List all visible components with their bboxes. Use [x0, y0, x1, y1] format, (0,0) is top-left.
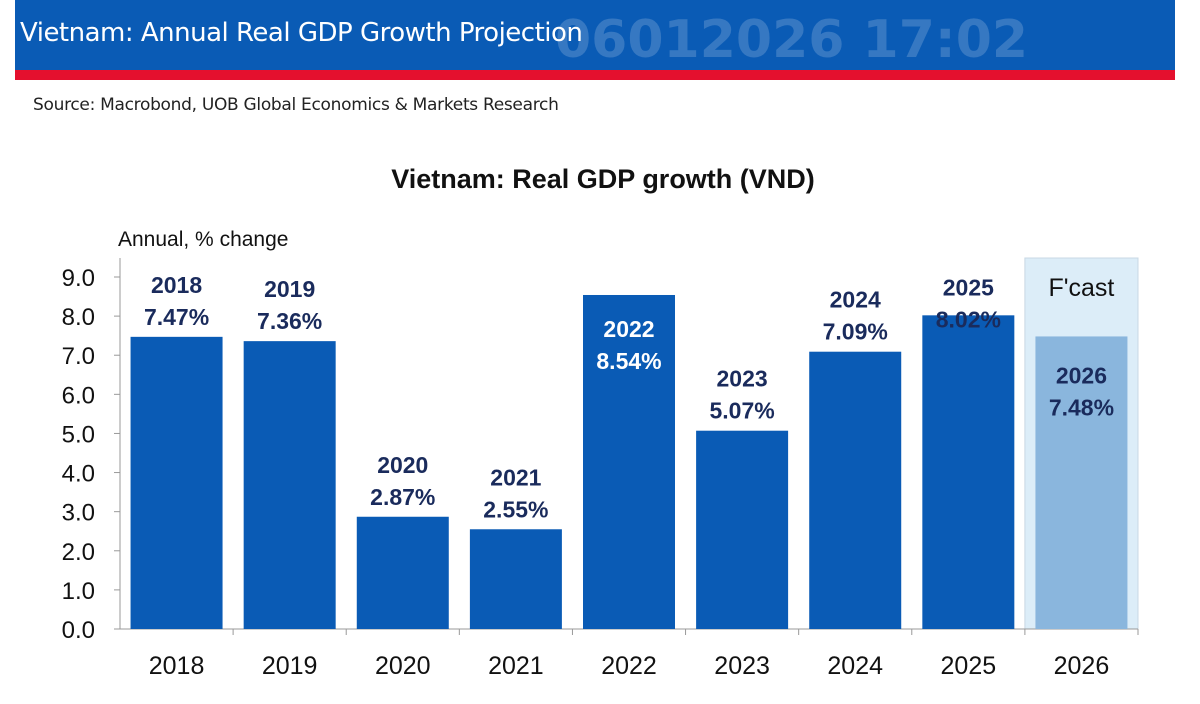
y-tick-label: 8.0 [62, 304, 95, 331]
data-label-year: 2019 [264, 276, 315, 302]
bar-2026 [1035, 336, 1128, 629]
x-tick-label: 2020 [375, 652, 431, 680]
data-label-year: 2023 [717, 366, 768, 392]
bar-2023 [696, 430, 789, 629]
y-tick-label: 2.0 [62, 539, 95, 566]
data-label-value: 8.54% [596, 348, 661, 374]
data-label-value: 2.55% [483, 496, 548, 522]
source-note: Source: Macrobond, UOB Global Economics … [33, 95, 559, 115]
y-tick-label: 6.0 [62, 382, 95, 409]
data-label-year: 2018 [151, 272, 202, 298]
data-label-value: 7.48% [1049, 394, 1114, 420]
x-tick-label: 2024 [827, 652, 883, 680]
data-label-year: 2022 [603, 316, 654, 342]
x-tick-label: 2025 [941, 652, 997, 680]
x-tick-label: 2022 [601, 652, 657, 680]
bar-2020 [356, 516, 449, 629]
watermark: 06012026 17:02 [555, 10, 1029, 70]
bar-2024 [809, 351, 902, 629]
data-label-value: 7.47% [144, 304, 209, 330]
y-tick-label: 1.0 [62, 578, 95, 605]
data-label-year: 2025 [943, 274, 994, 300]
y-tick-label: 0.0 [62, 617, 95, 644]
x-tick-label: 2026 [1054, 652, 1110, 680]
data-label-year: 2020 [377, 452, 428, 478]
data-label-year: 2026 [1056, 362, 1107, 388]
y-tick-label: 9.0 [62, 265, 95, 292]
data-label-value: 7.09% [823, 319, 888, 345]
data-label-value: 7.36% [257, 308, 322, 334]
x-tick-label: 2018 [149, 652, 205, 680]
bar-2022 [583, 294, 675, 629]
data-label-year: 2024 [830, 287, 881, 313]
bar-2025 [922, 315, 1015, 629]
page-title: Vietnam: Annual Real GDP Growth Projecti… [20, 18, 583, 48]
x-tick-label: 2019 [262, 652, 318, 680]
y-tick-label: 5.0 [62, 421, 95, 448]
data-label-year: 2021 [490, 464, 541, 490]
data-label-value: 5.07% [710, 398, 775, 424]
data-label-value: 2.87% [370, 484, 435, 510]
chart-title: Vietnam: Real GDP growth (VND) [391, 164, 815, 194]
data-label-value: 8.02% [936, 306, 1001, 332]
header-stripe [15, 70, 1175, 80]
bar-2018 [130, 336, 223, 629]
y-tick-label: 7.0 [62, 343, 95, 370]
x-tick-label: 2023 [714, 652, 770, 680]
y-tick-label: 4.0 [62, 461, 95, 488]
y-tick-label: 3.0 [62, 500, 95, 527]
forecast-label: F'cast [1048, 274, 1114, 302]
y-axis-label: Annual, % change [118, 228, 288, 251]
x-tick-label: 2021 [488, 652, 544, 680]
header-banner [15, 0, 1175, 70]
bar-2021 [469, 529, 562, 629]
bar-2019 [243, 341, 336, 629]
